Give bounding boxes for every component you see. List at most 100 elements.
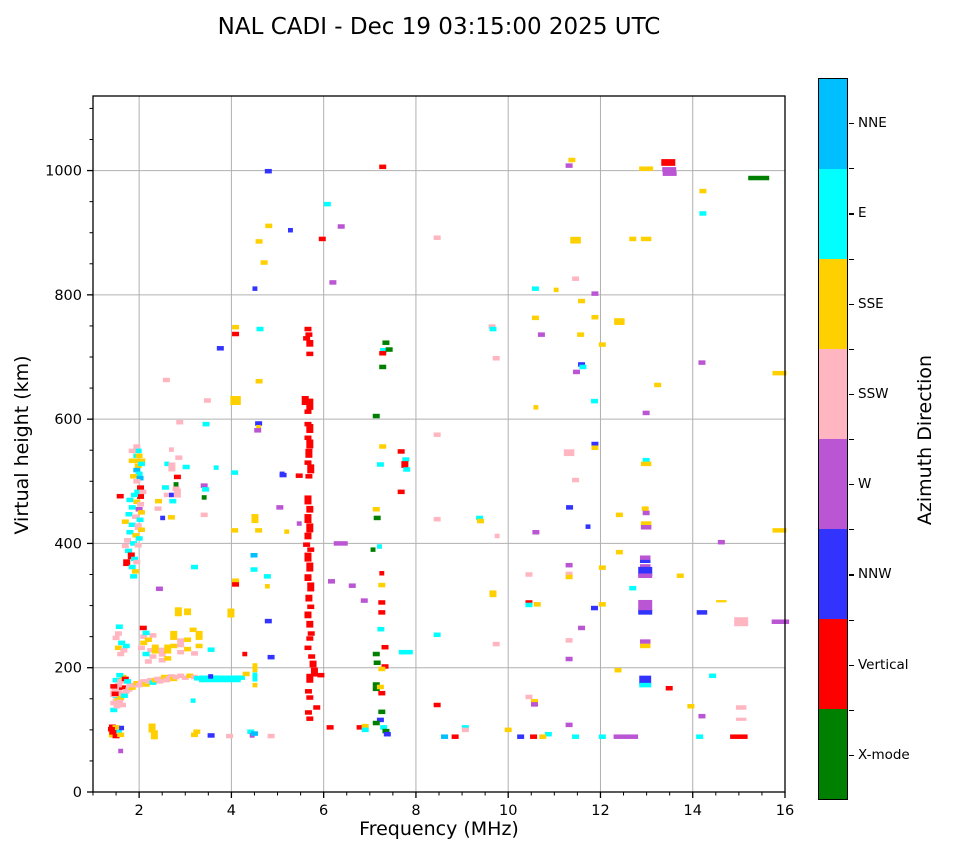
scatter-point: [572, 276, 580, 281]
scatter-point: [372, 682, 380, 687]
scatter-point: [307, 582, 315, 592]
scatter-point: [121, 519, 129, 524]
scatter-point: [598, 734, 606, 739]
scatter-point: [203, 398, 211, 403]
scatter-point: [642, 457, 650, 463]
scatter-point: [158, 647, 166, 657]
scatter-point: [116, 672, 124, 678]
scatter-point: [654, 382, 662, 388]
scatter-point: [360, 598, 368, 603]
scatter-point: [125, 548, 133, 554]
scatter-point: [566, 505, 574, 510]
scatter-point: [378, 582, 386, 588]
scatter-point: [147, 677, 155, 683]
scatter-point: [255, 378, 263, 384]
scatter-point: [170, 630, 178, 640]
scatter-point: [136, 517, 144, 523]
scatter-point: [591, 445, 599, 450]
scatter-point: [120, 693, 128, 698]
scatter-point: [578, 298, 586, 304]
scatter-point: [296, 521, 302, 526]
scatter-point: [638, 599, 653, 612]
scatter-point: [306, 562, 314, 572]
scatter-point: [137, 527, 145, 533]
scatter-point: [140, 679, 148, 684]
scatter-point: [132, 533, 140, 538]
scatter-point: [378, 666, 386, 672]
scatter-point: [307, 631, 315, 636]
scatter-point: [226, 675, 241, 683]
scatter-point: [461, 725, 469, 730]
scatter-point: [378, 610, 386, 615]
scatter-point: [403, 467, 411, 472]
scatter-point: [155, 498, 163, 504]
scatter-point: [131, 556, 139, 562]
scatter-point: [119, 725, 125, 731]
scatter-point: [397, 489, 405, 495]
scatter-point: [532, 529, 540, 535]
scatter-point: [665, 685, 673, 691]
scatter-point: [379, 444, 387, 449]
scatter-point: [372, 507, 380, 512]
scatter-point: [264, 168, 272, 174]
scatter-point: [213, 465, 219, 470]
scatter-point: [639, 166, 654, 171]
colorbar-boundary-tick: [849, 619, 854, 621]
scatter-point: [381, 664, 389, 669]
scatter-point: [184, 646, 192, 652]
scatter-point: [303, 542, 311, 547]
scatter-point: [167, 515, 175, 520]
plot-title: NAL CADI - Dec 19 03:15:00 2025 UTC: [217, 14, 661, 40]
scatter-point: [687, 703, 695, 709]
scatter-point: [591, 314, 599, 320]
scatter-point: [306, 351, 314, 357]
y-axis-label: Virtual height (km): [11, 355, 33, 535]
scatter-point: [539, 734, 547, 739]
scatter-points: [107, 157, 790, 754]
scatter-point: [200, 483, 208, 488]
scatter-point: [193, 729, 201, 734]
scatter-point: [598, 602, 606, 607]
scatter-point: [372, 720, 380, 726]
scatter-point: [177, 649, 185, 655]
scatter-point: [304, 495, 312, 505]
scatter-point: [250, 567, 258, 572]
scatter-point: [577, 332, 585, 337]
scatter-point: [139, 489, 147, 495]
scatter-point: [598, 342, 606, 347]
colorbar-boundary-tick: [849, 529, 854, 531]
scatter-point: [699, 188, 707, 194]
scatter-point: [256, 326, 264, 332]
scatter-point: [147, 648, 155, 653]
scatter-point: [304, 574, 312, 581]
scatter-point: [117, 679, 125, 684]
scatter-point: [326, 725, 334, 730]
x-tick-label: 12: [591, 803, 609, 819]
scatter-point: [121, 676, 129, 682]
scatter-point: [109, 730, 117, 735]
scatter-point: [231, 528, 239, 533]
scatter-point: [133, 467, 141, 473]
scatter-point: [137, 492, 145, 499]
colorbar-category-label: NNE: [858, 115, 887, 132]
scatter-point: [160, 515, 166, 521]
scatter-point: [772, 370, 787, 376]
scatter-point: [565, 163, 573, 168]
scatter-point: [117, 651, 125, 657]
scatter-point: [148, 723, 156, 733]
scatter-point: [190, 564, 198, 570]
scatter-point: [177, 638, 185, 648]
scatter-point: [382, 340, 390, 345]
scatter-point: [304, 552, 312, 562]
scatter-point: [264, 584, 270, 589]
scatter-point: [177, 673, 185, 679]
scatter-point: [247, 729, 255, 734]
scatter-point: [114, 645, 122, 651]
scatter-point: [164, 656, 172, 661]
x-tick-label: 4: [227, 803, 236, 819]
scatter-point: [124, 679, 132, 684]
scatter-point: [306, 339, 314, 347]
scatter-point: [252, 672, 258, 682]
y-tick-label: 200: [54, 661, 82, 677]
colorbar-tick: [849, 754, 854, 757]
